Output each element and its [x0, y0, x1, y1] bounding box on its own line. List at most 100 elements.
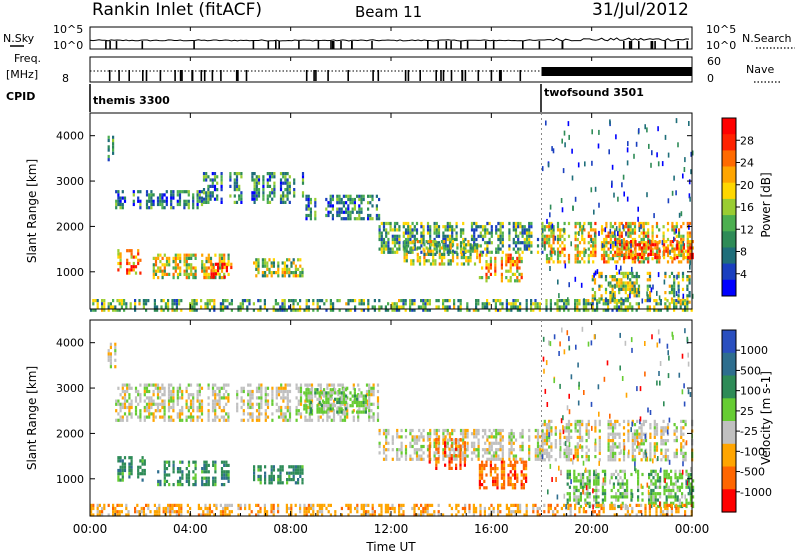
heatmap-cell — [292, 261, 295, 265]
freq-gap-bar — [477, 70, 480, 81]
heatmap-cell — [574, 221, 577, 226]
heatmap-cell — [185, 276, 188, 280]
heatmap-cell — [317, 383, 320, 387]
heatmap-cell — [121, 415, 124, 419]
heatmap-cell — [618, 451, 621, 455]
heatmap-cell — [372, 383, 375, 387]
heatmap-cell — [426, 454, 430, 458]
heatmap-cell — [304, 418, 307, 422]
heatmap-cell — [305, 194, 308, 198]
heatmap-cell — [297, 471, 300, 475]
heatmap-cell — [157, 266, 160, 270]
heatmap-cell — [477, 225, 480, 229]
heatmap-cell — [673, 278, 676, 282]
heatmap-cell — [223, 473, 226, 477]
heatmap-cell — [309, 388, 312, 392]
heatmap-cell — [615, 305, 618, 309]
heatmap-cell — [336, 197, 339, 202]
heatmap-cell — [570, 435, 573, 439]
heatmap-cell — [631, 281, 634, 285]
heatmap-cell — [438, 262, 441, 266]
heatmap-cell — [258, 409, 261, 413]
heatmap-cell — [631, 260, 634, 264]
heatmap-cell — [660, 439, 663, 443]
heatmap-cell — [626, 287, 630, 291]
heatmap-cell — [370, 389, 373, 394]
heatmap-cell — [523, 241, 526, 245]
heatmap-cell — [437, 460, 440, 464]
heatmap-cell — [668, 305, 671, 309]
heatmap-cell — [607, 257, 610, 261]
heatmap-cell — [225, 473, 228, 477]
heatmap-cell — [222, 393, 226, 397]
heatmap-cell — [653, 432, 656, 436]
heatmap-cell — [314, 197, 317, 202]
heatmap-cell — [159, 196, 162, 200]
heatmap-cell — [574, 260, 577, 264]
heatmap-cell — [442, 441, 445, 445]
heatmap-cell — [437, 438, 440, 442]
heatmap-cell — [479, 244, 482, 248]
heatmap-cell — [545, 451, 549, 455]
heatmap-cell — [353, 397, 356, 401]
heatmap-cell — [655, 221, 659, 226]
heatmap-cell — [301, 468, 304, 472]
heatmap-cell — [640, 241, 643, 245]
heatmap-cell — [220, 476, 224, 480]
heatmap-cell — [611, 429, 615, 433]
heatmap-cell — [152, 412, 155, 416]
heatmap-cell — [327, 213, 330, 218]
heatmap-cell — [614, 426, 617, 430]
heatmap-cell — [486, 451, 489, 455]
heatmap-cell — [453, 302, 456, 306]
heatmap-cell — [501, 241, 504, 245]
heatmap-cell — [178, 299, 181, 303]
heatmap-cell — [514, 225, 518, 229]
heatmap-cell — [145, 193, 149, 197]
heatmap-cell — [530, 250, 533, 254]
heatmap-cell — [677, 228, 681, 232]
heatmap-cell — [453, 250, 456, 254]
heatmap-cell — [637, 294, 641, 298]
freq-gap-bar — [181, 70, 183, 81]
heatmap-cell — [638, 221, 641, 226]
heatmap-cell — [545, 237, 549, 242]
heatmap-cell — [651, 231, 654, 235]
heatmap-cell — [413, 435, 416, 439]
heatmap-cell — [280, 405, 283, 410]
heatmap-cell — [194, 253, 197, 257]
heatmap-cell — [257, 188, 261, 192]
heatmap-cell — [509, 253, 512, 257]
heatmap-cell — [396, 250, 399, 254]
heatmap-cell — [220, 184, 223, 188]
heatmap-cell — [475, 221, 478, 226]
heatmap-cell — [653, 455, 656, 459]
heatmap-cell — [598, 439, 601, 443]
heatmap-cell — [418, 457, 421, 461]
heatmap-cell — [382, 221, 386, 226]
heatmap-cell — [481, 470, 484, 474]
heatmap-cell — [396, 247, 399, 251]
heatmap-cell — [574, 302, 577, 306]
heatmap-cell — [490, 444, 493, 449]
heatmap-cell — [305, 302, 308, 306]
heatmap-cell — [292, 465, 295, 469]
heatmap-cell — [130, 468, 133, 473]
heatmap-cell — [362, 410, 365, 414]
heatmap-cell — [194, 266, 197, 270]
heatmap-cell — [196, 415, 199, 419]
heatmap-cell — [629, 302, 632, 306]
heatmap-cell — [210, 269, 213, 273]
heatmap-cell — [563, 221, 566, 226]
heatmap-cell — [613, 299, 616, 303]
power-heatmap — [90, 118, 694, 312]
heatmap-cell — [633, 284, 636, 288]
heatmap-cell — [437, 225, 441, 229]
scatter-cell — [614, 283, 616, 289]
heatmap-cell — [145, 409, 149, 413]
heatmap-cell — [125, 302, 128, 306]
heatmap-cell — [282, 194, 285, 198]
heatmap-cell — [170, 393, 173, 397]
heatmap-cell — [664, 275, 667, 279]
heatmap-cell — [178, 409, 182, 413]
